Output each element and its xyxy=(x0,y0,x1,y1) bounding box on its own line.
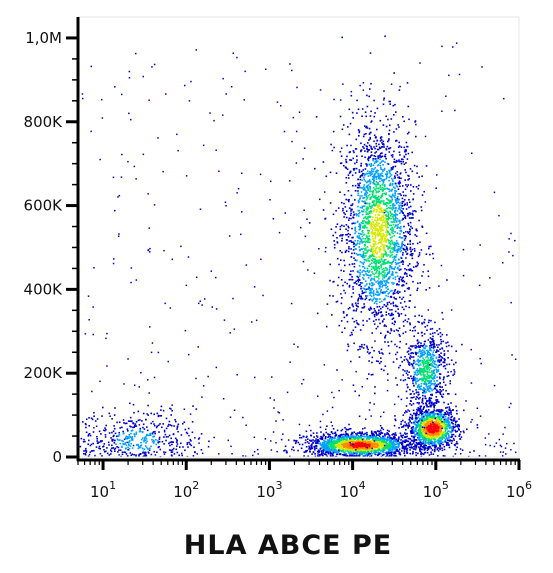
y-tick-label: 600K xyxy=(24,197,64,215)
x-tick-label: 103 xyxy=(256,479,282,501)
x-tick-label: 102 xyxy=(173,479,199,501)
axes: 0 200K 400K 600K 800K 1,0M 101 102 103 104 105 106 xyxy=(24,17,532,501)
x-tick-label: 101 xyxy=(90,479,116,501)
y-tick-label: 200K xyxy=(24,364,64,382)
x-tick-label: 106 xyxy=(506,479,532,501)
plot-background xyxy=(78,17,519,457)
population-4 xyxy=(392,279,463,430)
y-tick-label: 800K xyxy=(24,113,64,131)
x-tick-label: 104 xyxy=(340,479,366,501)
y-tick-label: 0 xyxy=(52,448,62,466)
y-tick-label: 400K xyxy=(24,280,64,298)
x-tick-label: 105 xyxy=(423,479,449,501)
x-axis-title: HLA ABCE PE xyxy=(184,530,392,561)
population-1 xyxy=(308,35,440,452)
y-tick-label: 1,0M xyxy=(25,29,62,47)
data-points xyxy=(78,35,517,458)
